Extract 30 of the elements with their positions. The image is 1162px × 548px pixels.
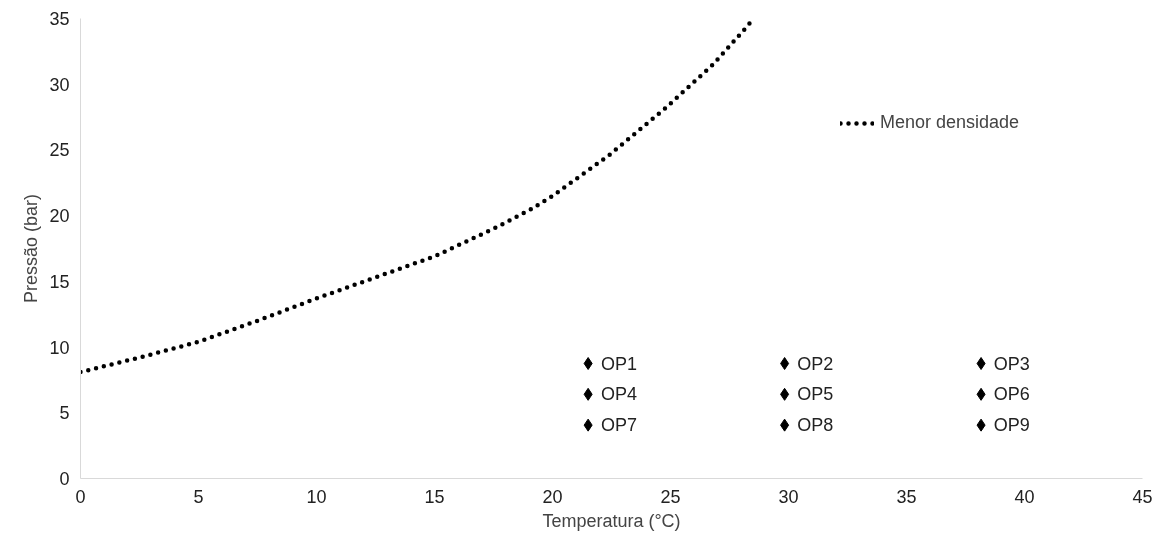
x-tick-label: 10 xyxy=(306,486,327,507)
x-tick-label: 5 xyxy=(193,486,204,507)
y-tick-label: 10 xyxy=(49,337,70,358)
legend-label: OP5 xyxy=(797,384,834,405)
y-tick-label: 35 xyxy=(49,9,70,29)
legend-label: OP2 xyxy=(797,353,834,374)
x-tick-label: 15 xyxy=(424,486,445,507)
x-axis-title: Temperatura (°C) xyxy=(542,510,681,531)
x-tick-label: 35 xyxy=(896,486,917,507)
legend-label: OP4 xyxy=(600,384,637,405)
y-tick-label: 25 xyxy=(49,140,70,161)
legend-label: OP7 xyxy=(600,415,637,436)
x-tick-label: 25 xyxy=(660,486,681,507)
legend-label: Menor densidade xyxy=(880,112,1020,133)
x-tick-label: 30 xyxy=(778,486,799,507)
legend-label: OP3 xyxy=(993,353,1030,374)
y-tick-label: 20 xyxy=(49,206,70,227)
y-tick-label: 30 xyxy=(49,74,70,95)
x-tick-label: 45 xyxy=(1132,486,1153,507)
y-axis-title: Pressão (bar) xyxy=(21,193,42,304)
y-tick-label: 15 xyxy=(49,271,70,292)
x-tick-label: 40 xyxy=(1014,486,1035,507)
legend-label: OP9 xyxy=(993,415,1030,436)
legend-label: OP1 xyxy=(600,353,637,374)
legend-label: OP8 xyxy=(797,415,834,436)
legend-label: OP6 xyxy=(993,384,1030,405)
y-tick-label: 5 xyxy=(59,403,70,424)
y-tick-label: 0 xyxy=(59,469,70,489)
x-tick-label: 0 xyxy=(75,486,86,507)
x-tick-label: 20 xyxy=(542,486,563,507)
